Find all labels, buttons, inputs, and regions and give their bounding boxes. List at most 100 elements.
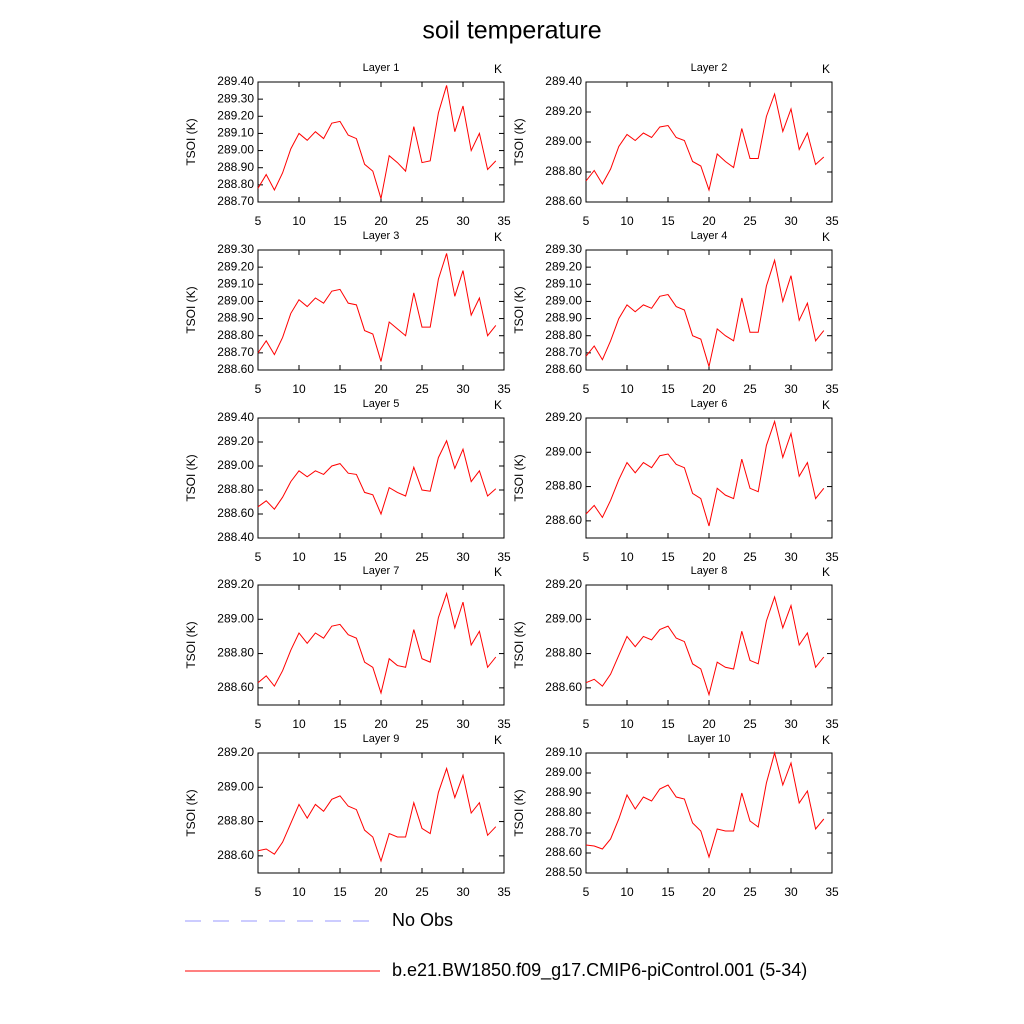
units-label: K	[494, 230, 502, 244]
y-axis-label: TSOI (K)	[184, 286, 198, 333]
x-tick-label: 5	[255, 382, 262, 396]
units-label: K	[822, 230, 830, 244]
x-tick-label: 20	[702, 717, 716, 731]
y-axis-label: TSOI (K)	[184, 789, 198, 836]
y-tick-label: 288.70	[545, 345, 582, 359]
y-tick-label: 288.60	[545, 513, 582, 527]
x-tick-label: 25	[415, 550, 429, 564]
x-tick-label: 10	[292, 382, 306, 396]
y-tick-label: 288.60	[545, 680, 582, 694]
x-tick-label: 15	[333, 214, 347, 228]
x-tick-label: 35	[497, 382, 511, 396]
x-tick-label: 30	[456, 717, 470, 731]
panel-title: Layer 10	[688, 733, 731, 745]
x-tick-label: 25	[743, 885, 757, 899]
y-tick-label: 288.70	[217, 194, 254, 208]
y-axis-label: TSOI (K)	[184, 454, 198, 501]
plot-frame	[257, 417, 505, 539]
legend-label: No Obs	[392, 910, 453, 930]
y-tick-label: 289.10	[217, 276, 254, 290]
x-tick-label: 20	[374, 717, 388, 731]
plot-frame	[585, 81, 833, 203]
data-line	[257, 439, 497, 516]
y-tick-label: 288.60	[217, 680, 254, 694]
x-tick-label: 5	[255, 550, 262, 564]
y-tick-label: 288.80	[545, 328, 582, 342]
y-tick-label: 289.20	[217, 577, 254, 591]
y-axis-label: TSOI (K)	[184, 118, 198, 165]
x-tick-label: 30	[784, 214, 798, 228]
y-axis-label: TSOI (K)	[512, 454, 526, 501]
x-tick-label: 5	[255, 885, 262, 899]
y-axis-label: TSOI (K)	[512, 789, 526, 836]
y-tick-label: 289.00	[545, 134, 582, 148]
x-tick-label: 25	[415, 214, 429, 228]
plot-frame	[585, 417, 833, 539]
y-tick-label: 288.90	[217, 160, 254, 174]
y-tick-label: 288.90	[545, 311, 582, 325]
x-tick-label: 20	[702, 550, 716, 564]
y-tick-label: 288.60	[545, 845, 582, 859]
y-tick-label: 289.40	[217, 410, 254, 424]
y-tick-label: 288.80	[217, 482, 254, 496]
units-label: K	[494, 733, 502, 747]
y-tick-label: 289.20	[545, 410, 582, 424]
x-tick-label: 35	[825, 550, 839, 564]
panel-title: Layer 8	[691, 565, 728, 577]
y-tick-label: 288.80	[217, 177, 254, 191]
x-tick-label: 5	[583, 885, 590, 899]
x-tick-label: 30	[784, 885, 798, 899]
x-tick-label: 15	[333, 550, 347, 564]
x-tick-label: 10	[620, 885, 634, 899]
y-axis-label: TSOI (K)	[512, 118, 526, 165]
y-tick-label: 289.00	[217, 611, 254, 625]
x-tick-label: 35	[497, 717, 511, 731]
x-tick-label: 5	[255, 717, 262, 731]
units-label: K	[494, 62, 502, 76]
y-tick-label: 289.00	[217, 143, 254, 157]
y-tick-label: 289.20	[545, 104, 582, 118]
x-tick-label: 25	[743, 550, 757, 564]
y-tick-label: 288.90	[217, 311, 254, 325]
x-tick-label: 25	[743, 214, 757, 228]
units-label: K	[822, 565, 830, 579]
x-tick-label: 35	[825, 214, 839, 228]
plot-frame	[585, 752, 833, 874]
y-tick-label: 288.90	[545, 785, 582, 799]
x-tick-label: 5	[255, 214, 262, 228]
x-tick-label: 20	[702, 382, 716, 396]
y-tick-label: 288.70	[545, 825, 582, 839]
x-tick-label: 35	[825, 717, 839, 731]
y-tick-label: 288.80	[217, 646, 254, 660]
x-tick-label: 15	[661, 550, 675, 564]
x-tick-label: 35	[825, 382, 839, 396]
data-line	[257, 766, 497, 863]
y-tick-label: 289.30	[217, 242, 254, 256]
y-tick-label: 289.00	[217, 458, 254, 472]
y-tick-label: 289.00	[545, 294, 582, 308]
x-tick-label: 10	[292, 550, 306, 564]
x-tick-label: 35	[497, 550, 511, 564]
x-tick-label: 35	[825, 885, 839, 899]
y-tick-label: 289.20	[545, 577, 582, 591]
x-tick-label: 20	[374, 382, 388, 396]
x-tick-label: 30	[456, 382, 470, 396]
x-tick-label: 15	[661, 717, 675, 731]
y-tick-label: 289.40	[545, 74, 582, 88]
y-tick-label: 289.20	[217, 434, 254, 448]
x-tick-label: 10	[620, 550, 634, 564]
y-tick-label: 288.80	[545, 164, 582, 178]
y-axis-label: TSOI (K)	[512, 286, 526, 333]
panel-title: Layer 5	[363, 398, 400, 410]
y-tick-label: 288.80	[545, 479, 582, 493]
x-tick-label: 15	[333, 382, 347, 396]
x-tick-label: 35	[497, 885, 511, 899]
y-tick-label: 289.20	[217, 259, 254, 273]
units-label: K	[822, 398, 830, 412]
y-tick-label: 289.00	[545, 444, 582, 458]
y-tick-label: 288.70	[217, 345, 254, 359]
units-label: K	[822, 733, 830, 747]
panel-title: Layer 2	[691, 62, 728, 74]
y-tick-label: 289.40	[217, 74, 254, 88]
